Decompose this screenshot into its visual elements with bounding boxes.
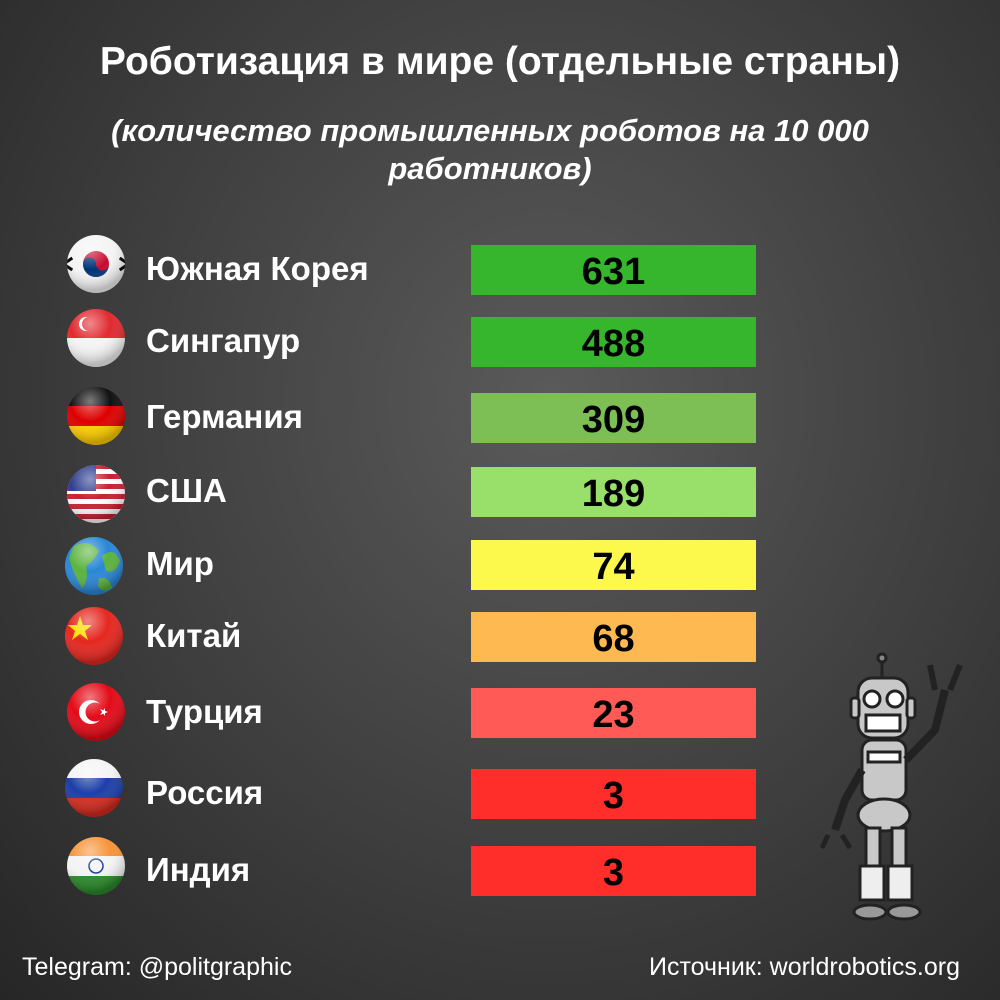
value-box: 3 bbox=[471, 769, 756, 819]
value-box: 74 bbox=[471, 540, 756, 590]
value-box: 309 bbox=[471, 393, 756, 443]
footer-left: Telegram: @politgraphic bbox=[22, 953, 292, 981]
country-label: США bbox=[146, 472, 227, 509]
value-box: 68 bbox=[471, 612, 756, 662]
country-label: Россия bbox=[146, 774, 264, 811]
country-label: Германия bbox=[146, 398, 303, 435]
title: Роботизация в мире (отдельные страны) bbox=[99, 40, 901, 83]
country-label: Мир bbox=[146, 545, 214, 582]
flags bbox=[65, 235, 125, 895]
country-label: Сингапур bbox=[146, 322, 301, 359]
country-label: Южная Корея bbox=[146, 250, 369, 287]
footer-right: Источник: worldrobotics.org bbox=[649, 953, 960, 981]
country-label: Турция bbox=[146, 693, 263, 730]
country-label: Индия bbox=[146, 851, 251, 888]
value-box: 631 bbox=[471, 245, 756, 295]
value-box: 189 bbox=[471, 467, 756, 517]
value-box: 3 bbox=[471, 846, 756, 896]
value-box: 488 bbox=[471, 317, 756, 367]
country-label: Китай bbox=[146, 617, 242, 654]
subtitle: (количество промышленных роботов на 10 0… bbox=[111, 113, 869, 186]
robot bbox=[819, 652, 963, 921]
value-box: 23 bbox=[471, 688, 756, 738]
